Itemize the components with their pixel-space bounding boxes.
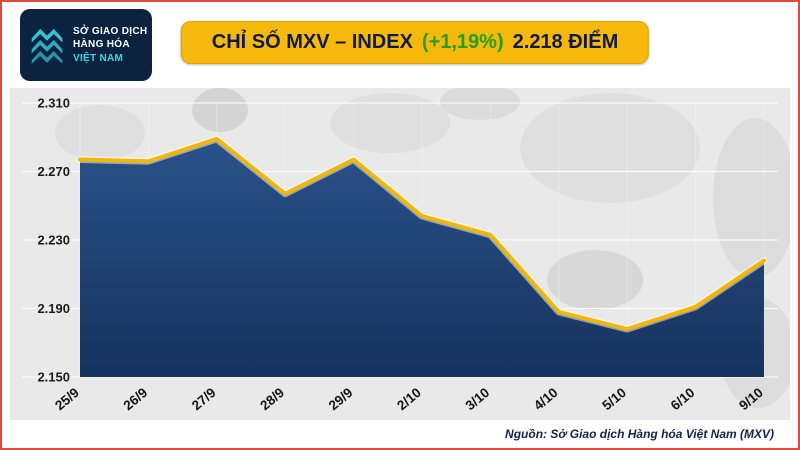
title-change: (+1,19%): [421, 31, 504, 53]
title-value: 2.218 ĐIỂM: [512, 31, 619, 53]
x-axis-label: 26/9: [121, 385, 151, 413]
logo-line-2: HÀNG HÓA: [73, 39, 130, 51]
x-axis-label: 4/10: [531, 385, 561, 413]
y-axis-label: 2.270: [37, 164, 70, 179]
mxv-logo-icon: [31, 28, 63, 64]
x-axis-label: 25/9: [52, 385, 82, 413]
logo-line-1: SỞ GIAO DỊCH: [73, 25, 148, 37]
x-axis-label: 6/10: [668, 385, 698, 413]
chart-panel: 2.310 2.270 2.230 2.190 2.150 25/9 26/9 27/9 28/…: [10, 88, 790, 420]
y-axis-label: 2.150: [37, 370, 70, 385]
x-axis-label: 29/9: [326, 385, 356, 413]
mxv-logo: SỞ GIAO DỊCH HÀNG HÓA VIỆT NAM: [20, 9, 152, 81]
title-banner: CHỈ SỐ MXV – INDEX (+1,19%) 2.218 ĐIỂM: [180, 21, 650, 64]
y-axis-label: 2.230: [37, 233, 70, 248]
logo-text: SỞ GIAO DỊCH HÀNG HÓA VIỆT NAM: [73, 25, 147, 66]
y-axis-label: 2.190: [37, 301, 70, 316]
area-series: [80, 138, 764, 377]
x-axis-label: 5/10: [599, 385, 629, 413]
x-axis-label: 27/9: [189, 385, 219, 413]
source-caption: Nguồn: Sở Giao dịch Hàng hóa Việt Nam (M…: [505, 427, 774, 441]
world-map-background: [55, 88, 790, 408]
y-axis-label: 2.310: [37, 96, 70, 111]
logo-line-3: VIỆT NAM: [73, 52, 124, 64]
x-axis-label: 3/10: [463, 385, 493, 413]
header: SỞ GIAO DỊCH HÀNG HÓA VIỆT NAM CHỈ SỐ MX…: [2, 2, 798, 88]
title-main: CHỈ SỐ MXV – INDEX: [211, 31, 413, 53]
x-axis-label: 2/10: [394, 385, 424, 413]
line-series: [78, 136, 766, 332]
x-axis-label: 28/9: [257, 385, 287, 413]
